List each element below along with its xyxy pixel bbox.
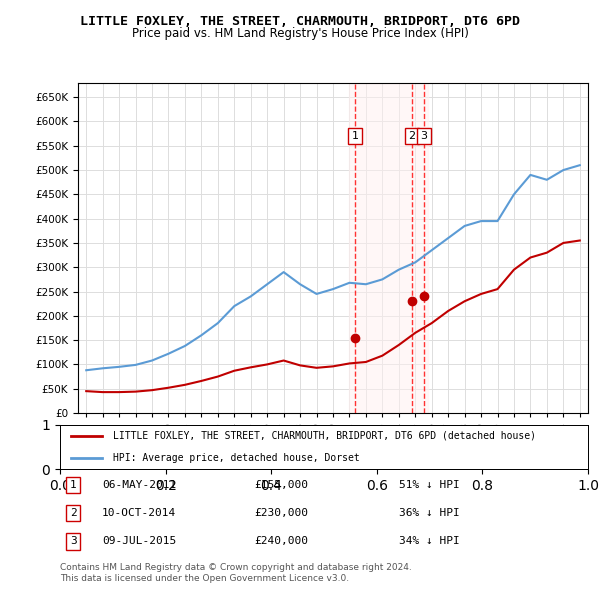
Text: £240,000: £240,000 (255, 536, 309, 546)
Text: 1: 1 (70, 480, 77, 490)
Text: 36% ↓ HPI: 36% ↓ HPI (399, 508, 460, 518)
Bar (349, 83, 428, 413)
Text: 2: 2 (70, 508, 77, 518)
Text: 2: 2 (408, 131, 415, 141)
Text: 10-OCT-2014: 10-OCT-2014 (102, 508, 176, 518)
Text: £230,000: £230,000 (255, 508, 309, 518)
Text: Contains HM Land Registry data © Crown copyright and database right 2024.
This d: Contains HM Land Registry data © Crown c… (60, 563, 412, 583)
Text: £155,000: £155,000 (255, 480, 309, 490)
Text: HPI: Average price, detached house, Dorset: HPI: Average price, detached house, Dors… (113, 453, 359, 463)
Text: 09-JUL-2015: 09-JUL-2015 (102, 536, 176, 546)
Text: 51% ↓ HPI: 51% ↓ HPI (399, 480, 460, 490)
Text: LITTLE FOXLEY, THE STREET, CHARMOUTH, BRIDPORT, DT6 6PD: LITTLE FOXLEY, THE STREET, CHARMOUTH, BR… (80, 15, 520, 28)
Text: 3: 3 (421, 131, 427, 141)
Text: Price paid vs. HM Land Registry's House Price Index (HPI): Price paid vs. HM Land Registry's House … (131, 27, 469, 40)
Text: 3: 3 (70, 536, 77, 546)
Text: 1: 1 (352, 131, 359, 141)
Text: 06-MAY-2011: 06-MAY-2011 (102, 480, 176, 490)
Text: LITTLE FOXLEY, THE STREET, CHARMOUTH, BRIDPORT, DT6 6PD (detached house): LITTLE FOXLEY, THE STREET, CHARMOUTH, BR… (113, 431, 536, 441)
Text: 34% ↓ HPI: 34% ↓ HPI (399, 536, 460, 546)
